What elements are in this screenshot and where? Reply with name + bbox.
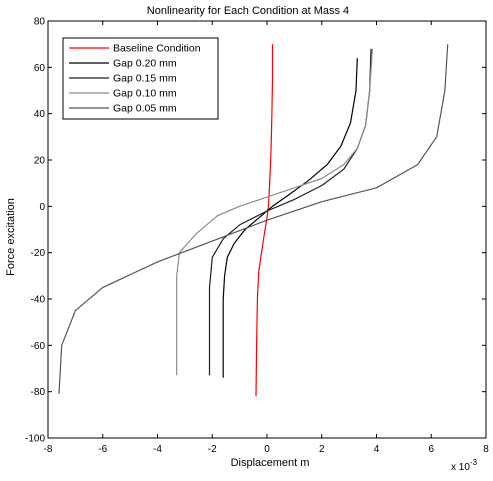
x-tick-label: 8: [483, 444, 489, 455]
series-line: [255, 44, 274, 397]
legend: Baseline Condition Gap 0.20 mm Gap 0.15 mm…: [62, 37, 219, 120]
x-multiplier-base: x 10: [451, 462, 470, 473]
y-tick-label: 20: [34, 156, 46, 167]
x-tick-label: -4: [153, 444, 162, 455]
y-tick-label: -80: [31, 387, 46, 398]
x-multiplier-label: x 10-3: [451, 458, 478, 473]
legend-label: Gap 0.05 mm: [113, 103, 177, 115]
series-layer: [58, 44, 449, 397]
legend-label: Baseline Condition: [113, 43, 201, 55]
x-multiplier-exponent: -3: [470, 458, 478, 467]
y-tick-label: -20: [31, 248, 46, 259]
series-line: [176, 48, 373, 376]
y-tick-label: 80: [34, 17, 46, 28]
x-tick-label: 2: [319, 444, 325, 455]
chart-title: Nonlinearity for Each Condition at Mass …: [147, 5, 349, 17]
series-line: [58, 44, 449, 395]
x-tick-label: 6: [428, 444, 434, 455]
x-tick-label: -6: [98, 444, 107, 455]
legend-label: Gap 0.20 mm: [113, 58, 177, 70]
y-axis-label: Force excitation: [5, 198, 17, 276]
x-tick-label: 0: [264, 444, 270, 455]
x-axis-label: Displacement m: [231, 457, 310, 469]
legend-label: Gap 0.10 mm: [113, 88, 177, 100]
y-tick-label: 40: [34, 109, 46, 120]
y-tick-label: -100: [25, 434, 45, 445]
series-line: [222, 58, 358, 378]
legend-label: Gap 0.15 mm: [113, 73, 177, 85]
y-tick-label: -40: [31, 295, 46, 306]
y-tick-label: 0: [39, 202, 45, 213]
x-tick-label: 4: [374, 444, 380, 455]
y-tick-label: -60: [31, 341, 46, 352]
x-tick-label: -8: [44, 444, 53, 455]
y-tick-label: 60: [34, 63, 46, 74]
x-tick-label: -2: [208, 444, 217, 455]
